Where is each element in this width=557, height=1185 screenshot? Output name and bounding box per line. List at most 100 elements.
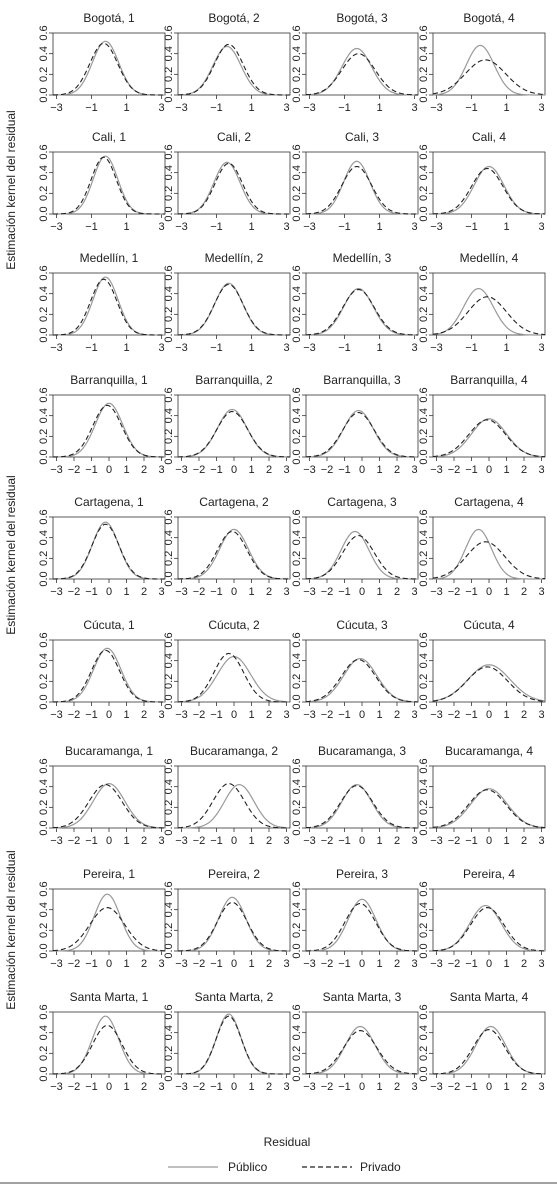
y-tick-label: 0.4 xyxy=(418,46,430,61)
y-tick-label: 0.6 xyxy=(291,758,303,773)
y-tick-label: 0.2 xyxy=(418,674,430,689)
series-line-privado xyxy=(178,410,291,458)
legend-label-privado: Privado xyxy=(360,1160,401,1174)
x-tick-label: −3 xyxy=(50,835,63,847)
series-line-privado xyxy=(432,167,545,215)
y-tick-label: 0.6 xyxy=(38,758,50,773)
y-tick-label: 0.2 xyxy=(163,429,175,444)
x-tick-label: −2 xyxy=(193,464,206,476)
x-tick-label: −2 xyxy=(321,958,334,970)
x-tick-label: −1 xyxy=(85,342,98,354)
series-line-publico xyxy=(53,521,165,580)
x-tick-label: 2 xyxy=(266,958,272,970)
x-tick-label: −1 xyxy=(210,342,223,354)
y-tick-label: 0.6 xyxy=(163,25,175,40)
series-line-privado xyxy=(53,278,165,336)
x-tick-label: 3 xyxy=(411,709,417,721)
panel-frame xyxy=(305,888,419,952)
y-tick-label: 0.6 xyxy=(163,632,175,647)
panel-title: Barranquilla, 4 xyxy=(450,373,528,387)
x-tick-label: 1 xyxy=(123,958,129,970)
x-tick-label: 0 xyxy=(486,958,492,970)
series-line-publico xyxy=(53,40,165,96)
series-line-privado xyxy=(52,907,165,952)
x-tick-label: 3 xyxy=(283,221,289,233)
y-tick-label: 0.4 xyxy=(418,779,430,794)
series-line-privado xyxy=(178,162,290,215)
x-tick-label: 3 xyxy=(283,1081,289,1093)
panel: Barranquilla, 3 0.0 0.2 0.4 0.6 −3 −2 −1 0 1 2 3 xyxy=(291,373,419,476)
x-tick-label: −3 xyxy=(303,102,316,114)
series-line-privado xyxy=(305,1030,418,1075)
y-tick-label: 0.0 xyxy=(38,327,50,342)
series-line-privado xyxy=(432,789,545,829)
x-tick-label: −1 xyxy=(338,586,351,598)
x-tick-label: 0 xyxy=(106,709,112,721)
y-tick-label: 0.2 xyxy=(38,186,50,201)
series-line-publico xyxy=(53,1015,165,1075)
x-tick-label: 0 xyxy=(106,958,112,970)
panel: Bogotá, 1 0.0 0.2 0.4 0.6 −3 −1 1 3 xyxy=(38,11,166,114)
x-tick-label: 0 xyxy=(359,1081,365,1093)
panel: Cúcuta, 1 0.0 0.2 0.4 0.6 −3 −2 −1 0 1 2 3 xyxy=(38,618,166,721)
x-tick-label: 0 xyxy=(231,586,237,598)
x-tick-label: −3 xyxy=(303,464,316,476)
y-tick-label: 0.6 xyxy=(291,387,303,402)
series-line-publico xyxy=(432,418,546,458)
y-tick-label: 0.0 xyxy=(291,327,303,342)
x-tick-label: 1 xyxy=(248,1081,254,1093)
panel-frame xyxy=(432,151,546,215)
y-tick-label: 0.0 xyxy=(38,571,50,586)
series-line-privado xyxy=(178,283,290,336)
series-line-privado xyxy=(177,783,290,829)
series-line-publico xyxy=(178,896,290,952)
series-line-publico xyxy=(178,655,290,703)
panel-title: Cartagena, 3 xyxy=(327,495,397,509)
x-tick-label: −2 xyxy=(68,1081,81,1093)
panel-title: Bogotá, 3 xyxy=(336,11,388,25)
panel-title: Medellín, 4 xyxy=(460,251,519,265)
panel-frame xyxy=(432,888,546,952)
x-tick-label: 1 xyxy=(248,709,254,721)
y-tick-label: 0.6 xyxy=(418,881,430,896)
y-tick-label: 0.2 xyxy=(38,551,50,566)
x-tick-label: −3 xyxy=(430,102,443,114)
x-tick-label: 2 xyxy=(521,1081,527,1093)
panel-frame xyxy=(305,1011,419,1075)
panel: Pereira, 3 0.0 0.2 0.4 0.6 −3 −2 −1 0 1 2 3 xyxy=(291,867,419,970)
x-tick-label: 1 xyxy=(503,221,509,233)
x-tick-label: 1 xyxy=(503,1081,509,1093)
series-line-publico xyxy=(53,155,165,215)
panel: Bogotá, 3 0.0 0.2 0.4 0.6 −3 −1 1 3 xyxy=(291,11,419,114)
x-tick-label: 3 xyxy=(283,586,289,598)
x-tick-label: −3 xyxy=(50,102,63,114)
y-tick-label: 0.4 xyxy=(291,408,303,423)
x-tick-label: 2 xyxy=(521,586,527,598)
x-tick-label: 1 xyxy=(376,586,382,598)
y-tick-label: 0.4 xyxy=(291,286,303,301)
y-tick-label: 0.2 xyxy=(38,674,50,689)
x-tick-label: 1 xyxy=(376,464,382,476)
x-tick-label: 1 xyxy=(123,221,129,233)
x-tick-label: 0 xyxy=(106,1081,112,1093)
panel: Bucaramanga, 3 0.0 0.2 0.4 0.6 −3 −2 −1 0 1 2 3 xyxy=(291,744,419,847)
x-tick-label: 1 xyxy=(376,221,382,233)
y-tick-label: 0.4 xyxy=(38,653,50,668)
series-line-privado xyxy=(52,784,165,829)
x-tick-label: −3 xyxy=(430,221,443,233)
series-line-publico xyxy=(178,1013,290,1075)
x-tick-label: 0 xyxy=(359,464,365,476)
panel-frame xyxy=(305,516,419,580)
x-tick-label: 3 xyxy=(283,342,289,354)
x-tick-label: 2 xyxy=(141,835,147,847)
series-line-publico xyxy=(433,44,545,96)
y-tick-label: 0.2 xyxy=(38,800,50,815)
x-tick-label: 1 xyxy=(123,586,129,598)
x-tick-label: −3 xyxy=(50,709,63,721)
panel-frame xyxy=(432,272,546,336)
y-tick-label: 0.4 xyxy=(418,1025,430,1040)
x-tick-label: 2 xyxy=(394,464,400,476)
series-line-privado xyxy=(53,523,165,580)
series-line-privado xyxy=(432,419,545,458)
y-tick-label: 0.4 xyxy=(418,653,430,668)
